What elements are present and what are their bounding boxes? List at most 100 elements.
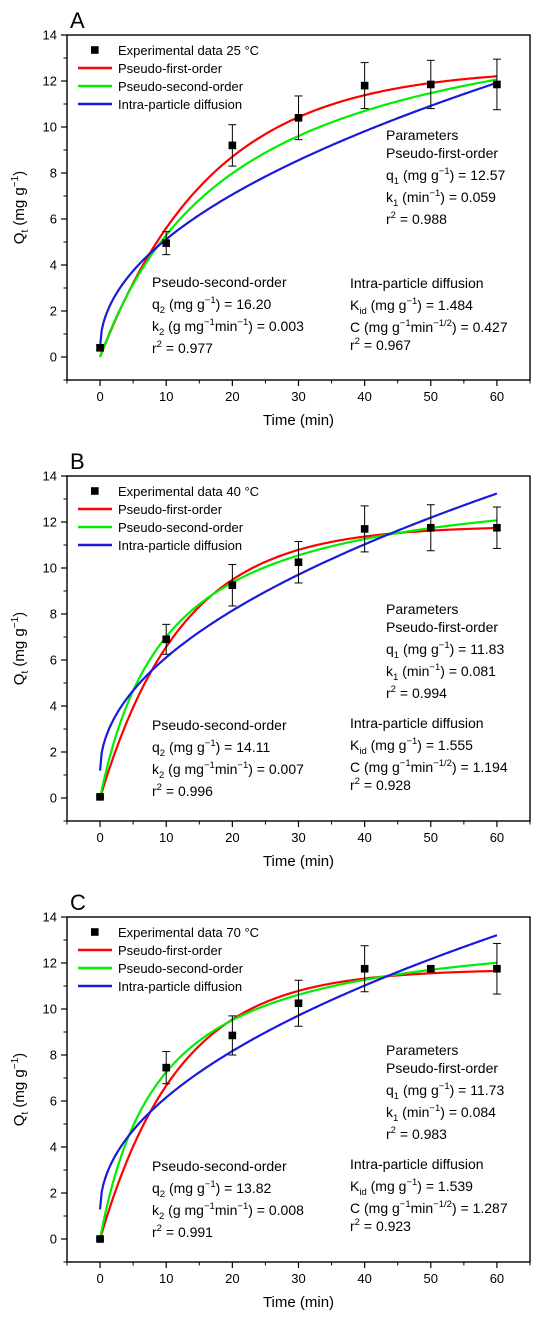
- parameters-title: Parameters: [386, 601, 458, 617]
- y-tick-label: 0: [50, 1232, 57, 1247]
- ipd-kid-value: 1.555: [438, 737, 473, 753]
- y-axis-label-symbol: Q: [11, 233, 28, 245]
- experimental-point: [493, 80, 501, 89]
- legend-label-intra-particle-diffusion: Intra-particle diffusion: [118, 979, 242, 994]
- experimental-point: [294, 558, 303, 567]
- pso-k2: k2 (g mg−1min−1) = 0.007: [152, 760, 304, 781]
- experimental-point: [228, 581, 237, 590]
- ipd-c: C (mg g−1min−1/2) = 1.194: [350, 758, 508, 775]
- y-tick-label: 4: [50, 699, 57, 714]
- x-tick-label: 40: [357, 389, 371, 404]
- y-axis-label-superscript: −1: [10, 1057, 21, 1069]
- ipd-r2: r2 = 0.928: [350, 776, 411, 793]
- y-axis-label: Qt (mg g−1): [10, 1053, 31, 1126]
- legend-label-intra-particle-diffusion: Intra-particle diffusion: [118, 538, 242, 553]
- legend-label-experimental: Experimental data 25 °C: [118, 43, 259, 58]
- x-tick-label: 50: [424, 1271, 438, 1286]
- x-tick-label: 40: [357, 830, 371, 845]
- pfo-r2: r2 = 0.994: [386, 684, 447, 701]
- x-tick-label: 60: [490, 1271, 504, 1286]
- pfo-k1-value: 0.081: [461, 663, 496, 679]
- x-tick-label: 50: [424, 389, 438, 404]
- x-axis-label: Time (min): [263, 412, 334, 429]
- pso-r2: r2 = 0.991: [152, 1223, 213, 1240]
- experimental-point: [162, 1063, 171, 1072]
- y-axis-label-close: ): [11, 612, 28, 617]
- ipd-kid: Kid (mg g−1) = 1.539: [350, 1177, 473, 1198]
- y-tick-label: 2: [50, 745, 57, 760]
- y-tick-label: 12: [43, 515, 57, 530]
- y-axis-label-subscript: t: [20, 1112, 31, 1115]
- pfo-r2: r2 = 0.983: [386, 1125, 447, 1142]
- experimental-point: [96, 344, 104, 352]
- ipd-kid: Kid (mg g−1) = 1.555: [350, 736, 473, 757]
- x-tick-label: 30: [291, 830, 305, 845]
- chart-panel: 0 10 20 30 40 50 60 0 2 4 6 8 10 12 14 Time (min) Qt (mg…: [10, 449, 531, 870]
- pso-k2-value: 0.007: [269, 761, 304, 777]
- y-tick-label: 10: [43, 561, 57, 576]
- experimental-point: [426, 80, 435, 89]
- pso-k2: k2 (g mg−1min−1) = 0.003: [152, 317, 304, 338]
- y-tick-label: 6: [50, 653, 57, 668]
- y-axis-label-symbol: Q: [11, 674, 28, 686]
- pfo-k1-value: 0.059: [461, 189, 496, 205]
- experimental-point: [228, 1031, 237, 1040]
- ipd-kid-value: 1.484: [438, 297, 473, 313]
- pfo-q1: q1 (mg g−1) = 11.73: [386, 1081, 504, 1102]
- ipd-r2-value: 0.928: [376, 777, 411, 793]
- pfo-q1: q1 (mg g−1) = 11.83: [386, 640, 504, 661]
- legend-label-pseudo-second-order: Pseudo-second-order: [118, 79, 244, 94]
- y-axis-label-superscript: −1: [10, 175, 21, 187]
- pfo-q1-value: 12.57: [470, 167, 505, 183]
- pso-title: Pseudo-second-order: [152, 274, 287, 290]
- x-tick-label: 30: [291, 1271, 305, 1286]
- legend-label-intra-particle-diffusion: Intra-particle diffusion: [118, 97, 242, 112]
- experimental-point: [426, 964, 435, 973]
- x-axis-label: Time (min): [263, 1294, 334, 1311]
- y-tick-label: 8: [50, 607, 57, 622]
- legend: Experimental data 40 °C Pseudo-first-orde…: [78, 484, 259, 553]
- pso-r2: r2 = 0.977: [152, 339, 213, 356]
- experimental-point: [493, 964, 501, 973]
- legend-label-experimental: Experimental data 40 °C: [118, 484, 259, 499]
- y-axis-label: Qt (mg g−1): [10, 612, 31, 685]
- ipd-title: Intra-particle diffusion: [350, 1156, 484, 1172]
- pfo-r2-value: 0.983: [412, 1126, 447, 1142]
- panel-label: A: [70, 8, 85, 33]
- legend-label-pseudo-first-order: Pseudo-first-order: [118, 61, 223, 76]
- pso-k2-value: 0.003: [269, 318, 304, 334]
- y-tick-label: 8: [50, 166, 57, 181]
- x-tick-label: 0: [96, 389, 103, 404]
- y-axis-label-close: ): [11, 1053, 28, 1058]
- ipd-r2-value: 0.923: [376, 1218, 411, 1234]
- x-tick-label: 50: [424, 830, 438, 845]
- experimental-point: [360, 81, 369, 90]
- parameters-title: Parameters: [386, 1042, 458, 1058]
- x-tick-label: 10: [159, 830, 173, 845]
- experimental-point: [493, 523, 501, 532]
- y-axis-label-unit: (mg g: [11, 1069, 28, 1112]
- ipd-r2: r2 = 0.967: [350, 336, 411, 353]
- experimental-point: [360, 525, 369, 533]
- pfo-title: Pseudo-first-order: [386, 1060, 498, 1076]
- legend-marker-experimental: [91, 46, 99, 54]
- pfo-r2: r2 = 0.988: [386, 210, 447, 227]
- legend-label-pseudo-second-order: Pseudo-second-order: [118, 961, 244, 976]
- x-tick-label: 10: [159, 1271, 173, 1286]
- pso-q2-value: 16.20: [236, 296, 271, 312]
- x-tick-label: 40: [357, 1271, 371, 1286]
- ipd-c: C (mg g−1min−1/2) = 1.287: [350, 1199, 508, 1216]
- x-tick-label: 60: [490, 830, 504, 845]
- y-tick-label: 0: [50, 791, 57, 806]
- pfo-k1: k1 (min−1) = 0.084: [386, 1103, 496, 1124]
- x-tick-label: 20: [225, 1271, 239, 1286]
- panel-label: C: [70, 890, 86, 915]
- y-tick-label: 10: [43, 1002, 57, 1017]
- chart-panel: 0 10 20 30 40 50 60 0 2 4 6 8 10 12 14 Time (min) Qt (mg…: [10, 890, 531, 1311]
- y-axis-label-close: ): [11, 171, 28, 176]
- ipd-kid-value: 1.539: [438, 1178, 473, 1194]
- y-tick-label: 4: [50, 1140, 57, 1155]
- pso-k2: k2 (g mg−1min−1) = 0.008: [152, 1201, 304, 1222]
